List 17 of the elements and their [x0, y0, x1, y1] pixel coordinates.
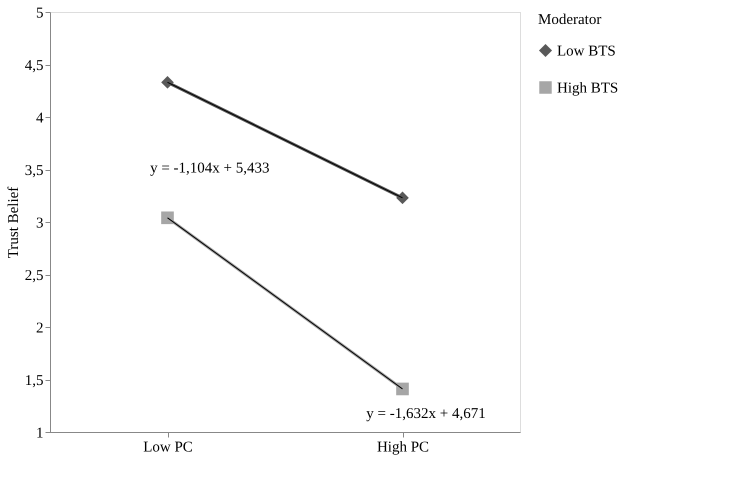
y-tick-label: 1,5 — [24, 373, 44, 389]
annotation: y = -1,104x + 5,433 — [150, 160, 270, 176]
x-tick-label: High PC — [376, 440, 430, 456]
y-tick-label: 2,5 — [24, 268, 44, 284]
y-tick-label: 3 — [36, 216, 44, 232]
legend-title: Moderator — [538, 12, 602, 28]
x-tick-label: Low PC — [143, 440, 193, 456]
legend-label: High BTS — [557, 80, 618, 96]
y-tick-label: 4,5 — [24, 58, 44, 74]
y-tick-label: 1 — [36, 426, 44, 442]
y-axis-title: Trust Belief — [6, 186, 22, 258]
annotation: y = -1,632x + 4,671 — [366, 406, 486, 422]
y-tick-label: 5 — [36, 6, 44, 22]
y-tick-label: 3,5 — [24, 163, 44, 179]
y-tick-label: 4 — [36, 110, 44, 126]
legend-label: Low BTS — [557, 44, 616, 60]
y-tick-label: 2 — [36, 320, 44, 336]
